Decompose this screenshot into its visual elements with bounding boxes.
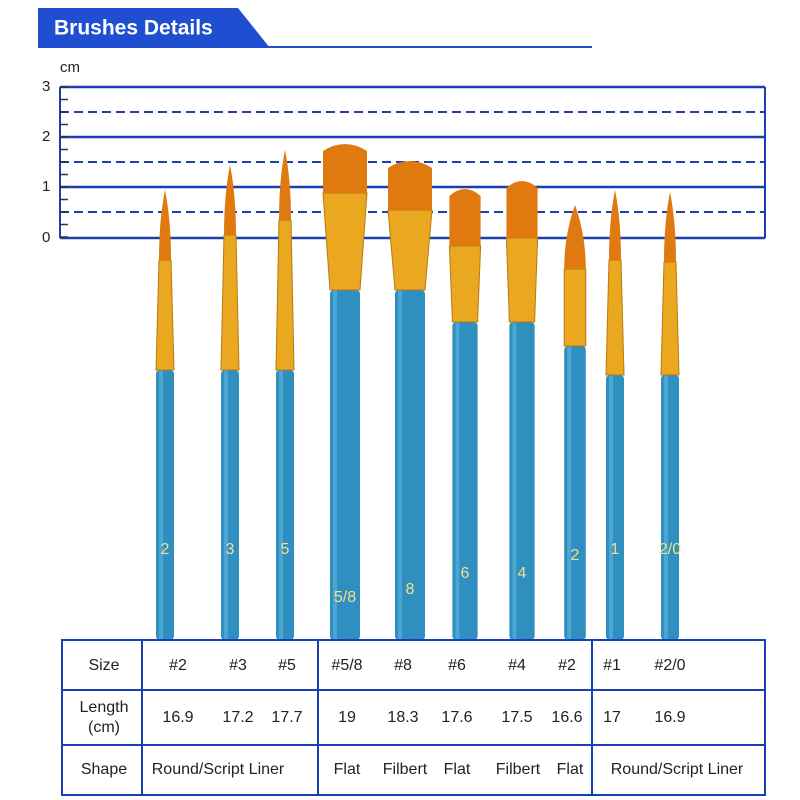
length-cell: 17.6: [441, 709, 472, 726]
length-cell: 16.9: [654, 709, 685, 726]
handle-shine: [333, 290, 337, 640]
size-cell: #2/0: [654, 657, 685, 674]
length-cell: 16.6: [551, 709, 582, 726]
brush-number: 4: [518, 565, 527, 582]
size-cell: #2: [169, 657, 187, 674]
handle-shine: [398, 290, 402, 640]
handle: [156, 370, 174, 640]
size-cell: #8: [394, 657, 412, 674]
bristles: [664, 192, 676, 262]
handle-shine: [455, 322, 460, 640]
row-label: Size: [88, 657, 119, 674]
handle-shine: [609, 375, 613, 640]
shape-cell: Round/Script Liner: [152, 761, 285, 778]
handle: [330, 290, 360, 640]
shape-cell: Flat: [557, 761, 584, 778]
ferrule: [275, 219, 295, 371]
bristles: [224, 165, 236, 235]
size-cell: #2: [558, 657, 576, 674]
handle-shine: [512, 322, 517, 640]
size-cell: #3: [229, 657, 247, 674]
title-banner: [38, 8, 270, 48]
bristles: [609, 190, 621, 260]
bristles: [159, 190, 171, 260]
ferrule: [605, 259, 625, 376]
row-label: Length (cm): [80, 699, 129, 736]
brush-number: 6: [461, 565, 470, 582]
bristles: [449, 189, 481, 246]
ferrule: [220, 234, 240, 371]
bristles: [564, 205, 586, 269]
handle-shine: [567, 346, 572, 640]
brush-number: 5: [281, 541, 290, 558]
bristles: [388, 161, 432, 210]
ruler-label: 1: [42, 178, 50, 195]
shape-cell: Flat: [334, 761, 361, 778]
size-cell: #1: [603, 657, 621, 674]
ferrule: [387, 209, 433, 291]
handle-shine: [224, 370, 228, 640]
title: Brushes Details: [54, 17, 213, 40]
ferrule: [448, 245, 482, 323]
handle-shine: [279, 370, 283, 640]
ferrule: [660, 261, 680, 376]
bristles: [506, 181, 538, 238]
bristles: [279, 150, 291, 220]
size-cell: #4: [508, 657, 526, 674]
ruler-unit: cm: [60, 59, 80, 76]
shape-cell: Filbert: [383, 761, 428, 778]
brush-number: 5/8: [334, 589, 356, 606]
handle: [606, 375, 624, 640]
ferrule: [322, 192, 368, 291]
length-cell: 17.2: [222, 709, 253, 726]
brush-number: 3: [226, 541, 235, 558]
handle-shine: [664, 375, 668, 640]
length-cell: 16.9: [162, 709, 193, 726]
bristles: [323, 144, 367, 193]
handle: [276, 370, 294, 640]
shape-cell: Round/Script Liner: [611, 761, 744, 778]
ferrule: [505, 237, 539, 323]
handle: [661, 375, 679, 640]
ferrule: [563, 268, 587, 347]
ruler-label: 3: [42, 78, 50, 95]
shape-cell: Flat: [444, 761, 471, 778]
brush-number: 2: [571, 547, 580, 564]
brush-number: 2/0: [659, 541, 681, 558]
brush-number: 2: [161, 541, 170, 558]
shape-cell: Filbert: [496, 761, 541, 778]
ferrule: [155, 259, 175, 371]
row-label: Shape: [81, 761, 127, 778]
brush-number: 1: [611, 541, 620, 558]
brushes: 2 3 5 5/8 8 6 4 2 1 2/0: [155, 144, 681, 640]
ruler-label: 2: [42, 128, 50, 145]
handle: [221, 370, 239, 640]
size-cell: #6: [448, 657, 466, 674]
size-cell: #5: [278, 657, 296, 674]
length-cell: 17: [603, 709, 621, 726]
table-bg: [61, 639, 766, 796]
length-cell: 18.3: [387, 709, 418, 726]
size-cell: #5/8: [331, 657, 362, 674]
length-cell: 17.7: [271, 709, 302, 726]
ruler-label: 0: [42, 229, 50, 246]
length-cell: 17.5: [501, 709, 532, 726]
length-cell: 19: [338, 709, 356, 726]
handle: [395, 290, 425, 640]
handle-shine: [159, 370, 163, 640]
table: Size Length (cm) Shape #2 #3 #5 #5/8 #8 #6 #4 #2 #1 #…: [61, 639, 766, 796]
brush-number: 8: [406, 581, 415, 598]
